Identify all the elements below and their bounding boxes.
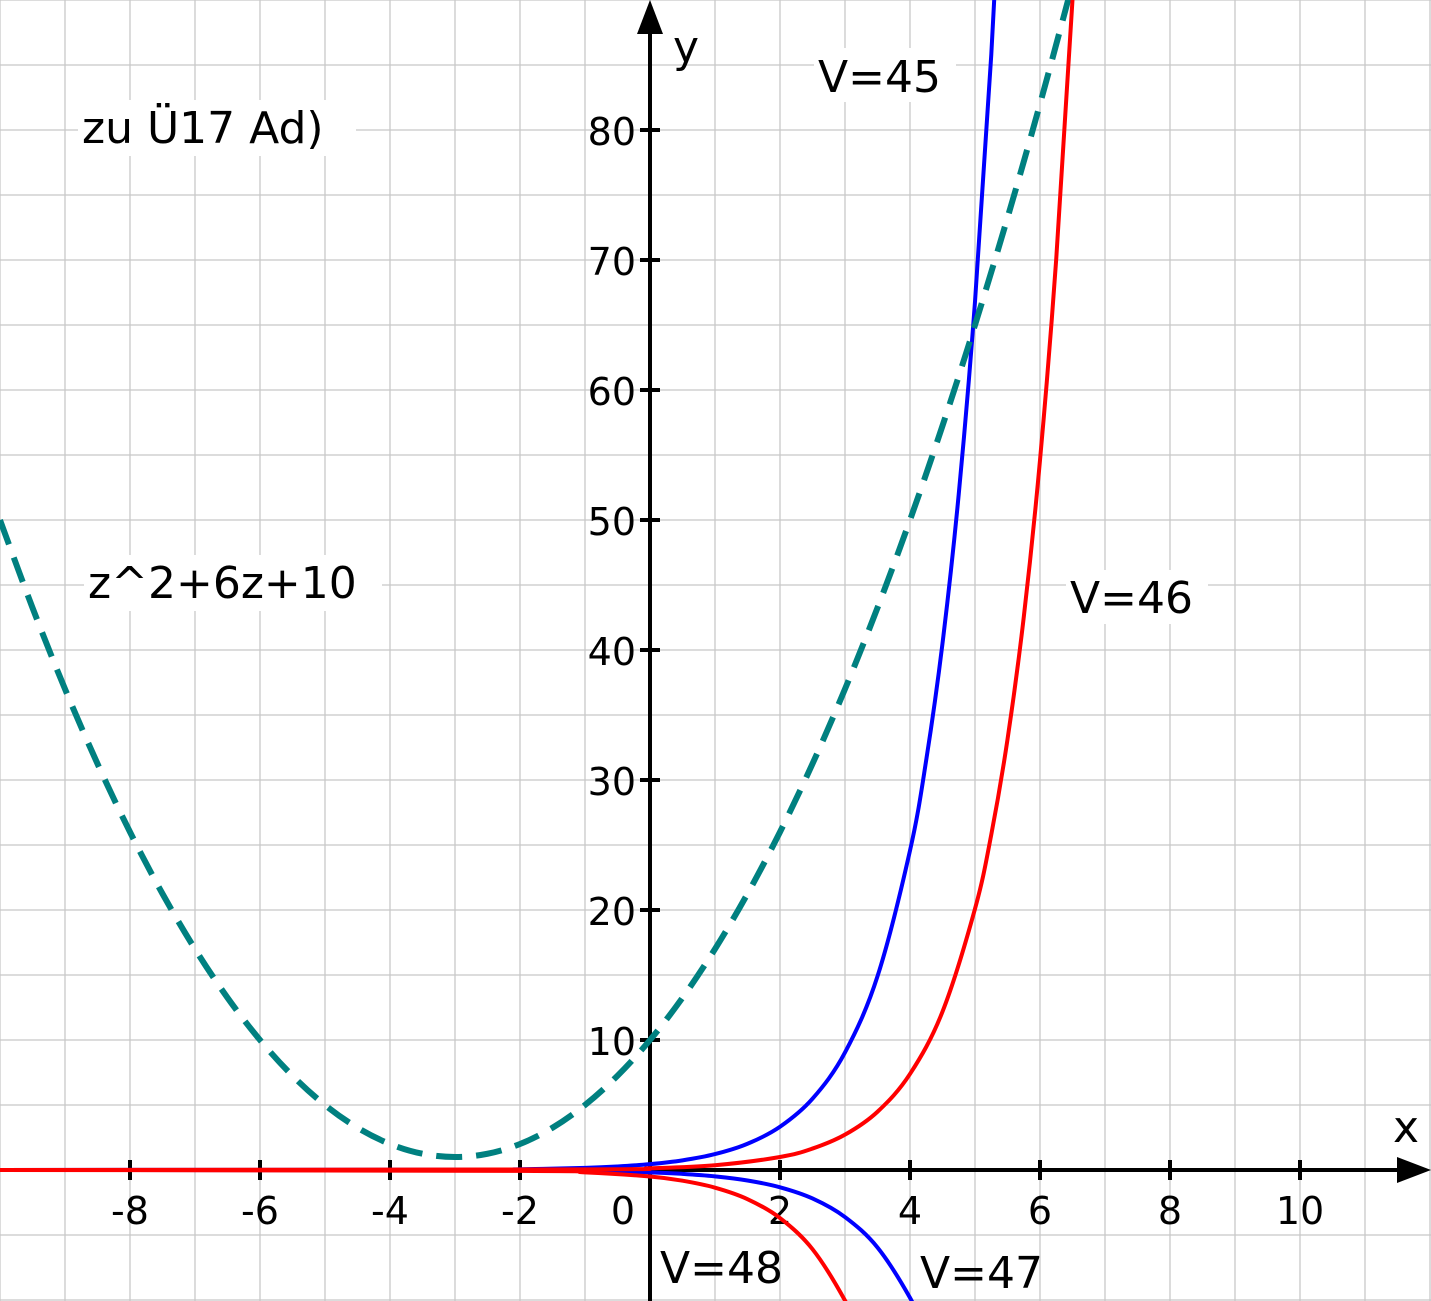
x-tick-label: 8 (1158, 1189, 1182, 1233)
y-tick-label: 60 (588, 370, 636, 414)
v47-label: V=47 (920, 1248, 1043, 1299)
y-tick-label: 80 (588, 110, 636, 154)
series-z-2-6z-10 (0, 0, 1072, 1160)
chart-title: zu Ü17 Ad) (82, 102, 324, 154)
x-tick-label: -6 (241, 1189, 279, 1233)
y-tick-label: 30 (588, 760, 636, 804)
x-tick-label: -4 (371, 1189, 409, 1233)
y-tick-label: 20 (588, 890, 636, 934)
x-tick-label: -8 (111, 1189, 149, 1233)
v45-label: V=45 (818, 52, 941, 103)
y-axis-arrow-icon (637, 0, 663, 34)
v46-label: V=46 (1070, 573, 1193, 624)
v48-label: V=48 (660, 1243, 783, 1294)
x-tick-label: 0 (611, 1189, 635, 1233)
curves (0, 0, 1075, 1301)
x-tick-label: 10 (1276, 1189, 1324, 1233)
x-axis-label: x (1393, 1102, 1419, 1153)
parabola-label: z^2+6z+10 (88, 558, 357, 609)
x-tick-label: 4 (898, 1189, 922, 1233)
y-tick-label: 50 (588, 500, 636, 544)
y-tick-label: 40 (588, 630, 636, 674)
series-v-46 (0, 0, 1075, 1172)
annotations: zu Ü17 Ad) z^2+6z+10 V=45 V=46 V=48 V=47… (78, 22, 1419, 1299)
y-axis-label: y (673, 22, 699, 73)
x-tick-label: 6 (1028, 1189, 1052, 1233)
y-tick-label: 70 (588, 240, 636, 284)
x-axis-arrow-icon (1397, 1157, 1431, 1183)
x-tick-label: -2 (501, 1189, 539, 1233)
series-v-48 (0, 1168, 848, 1301)
y-tick-label: 10 (588, 1020, 636, 1064)
